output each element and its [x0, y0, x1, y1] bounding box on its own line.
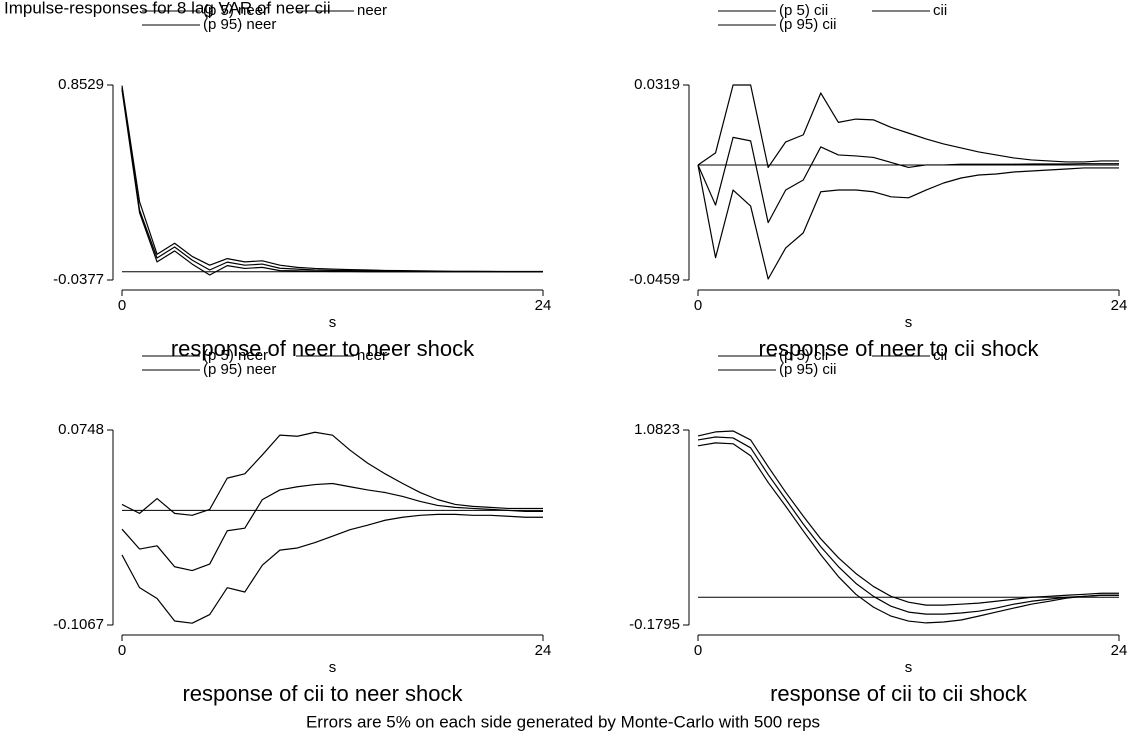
legend-label: (p 5) neer — [203, 347, 268, 364]
x-tick-label: 0 — [118, 642, 126, 659]
figure-note: Errors are 5% on each side generated by … — [306, 712, 820, 731]
x-axis-label: s — [329, 314, 337, 331]
legend-label: (p 5) cii — [779, 347, 828, 364]
legend-label: (p 95) neer — [203, 16, 276, 33]
x-tick-label: 0 — [694, 642, 702, 659]
legend-label: (p 5) cii — [779, 2, 828, 19]
x-tick-label: 0 — [694, 297, 702, 314]
y-tick-label: -0.0459 — [629, 271, 680, 288]
x-axis-label: s — [329, 659, 337, 676]
panel-title: response of neer to neer shock — [171, 336, 475, 361]
legend-label: cii — [933, 347, 947, 364]
panel-title: response of cii to cii shock — [770, 681, 1028, 706]
x-axis-label: s — [905, 314, 913, 331]
series-line — [697, 436, 1119, 615]
y-tick-label: 1.0823 — [634, 421, 680, 438]
panel-title: response of neer to cii shock — [758, 336, 1039, 361]
panel-title: response of cii to neer shock — [182, 681, 463, 706]
legend-label: (p 95) neer — [203, 361, 276, 378]
x-tick-label: 0 — [118, 297, 126, 314]
x-tick-label: 24 — [1111, 297, 1128, 314]
x-axis-label: s — [905, 659, 913, 676]
figure-title: Impulse-responses for 8 lag VAR of neer … — [4, 0, 331, 17]
legend-label: (p 95) cii — [779, 16, 837, 33]
series-line — [697, 84, 1119, 169]
series-line — [121, 513, 543, 624]
y-tick-label: -0.1067 — [53, 616, 104, 633]
x-tick-label: 24 — [535, 297, 552, 314]
legend-label: (p 5) neer — [203, 2, 268, 19]
x-tick-label: 24 — [1111, 642, 1128, 659]
y-tick-label: -0.1795 — [629, 616, 680, 633]
series-line — [121, 482, 543, 572]
legend-label: cii — [933, 2, 947, 19]
series-line — [697, 442, 1119, 624]
legend-label: neer — [357, 2, 387, 19]
series-line — [121, 85, 543, 273]
y-tick-label: -0.0377 — [53, 271, 104, 288]
series-line — [697, 430, 1119, 606]
x-tick-label: 24 — [535, 642, 552, 659]
legend-label: (p 95) cii — [779, 361, 837, 378]
series-line — [121, 431, 543, 516]
y-tick-label: 0.0748 — [58, 421, 104, 438]
y-tick-label: 0.8529 — [58, 76, 104, 93]
series-line — [697, 164, 1119, 280]
y-tick-label: 0.0319 — [634, 76, 680, 93]
series-line — [697, 136, 1119, 224]
legend-label: neer — [357, 347, 387, 364]
